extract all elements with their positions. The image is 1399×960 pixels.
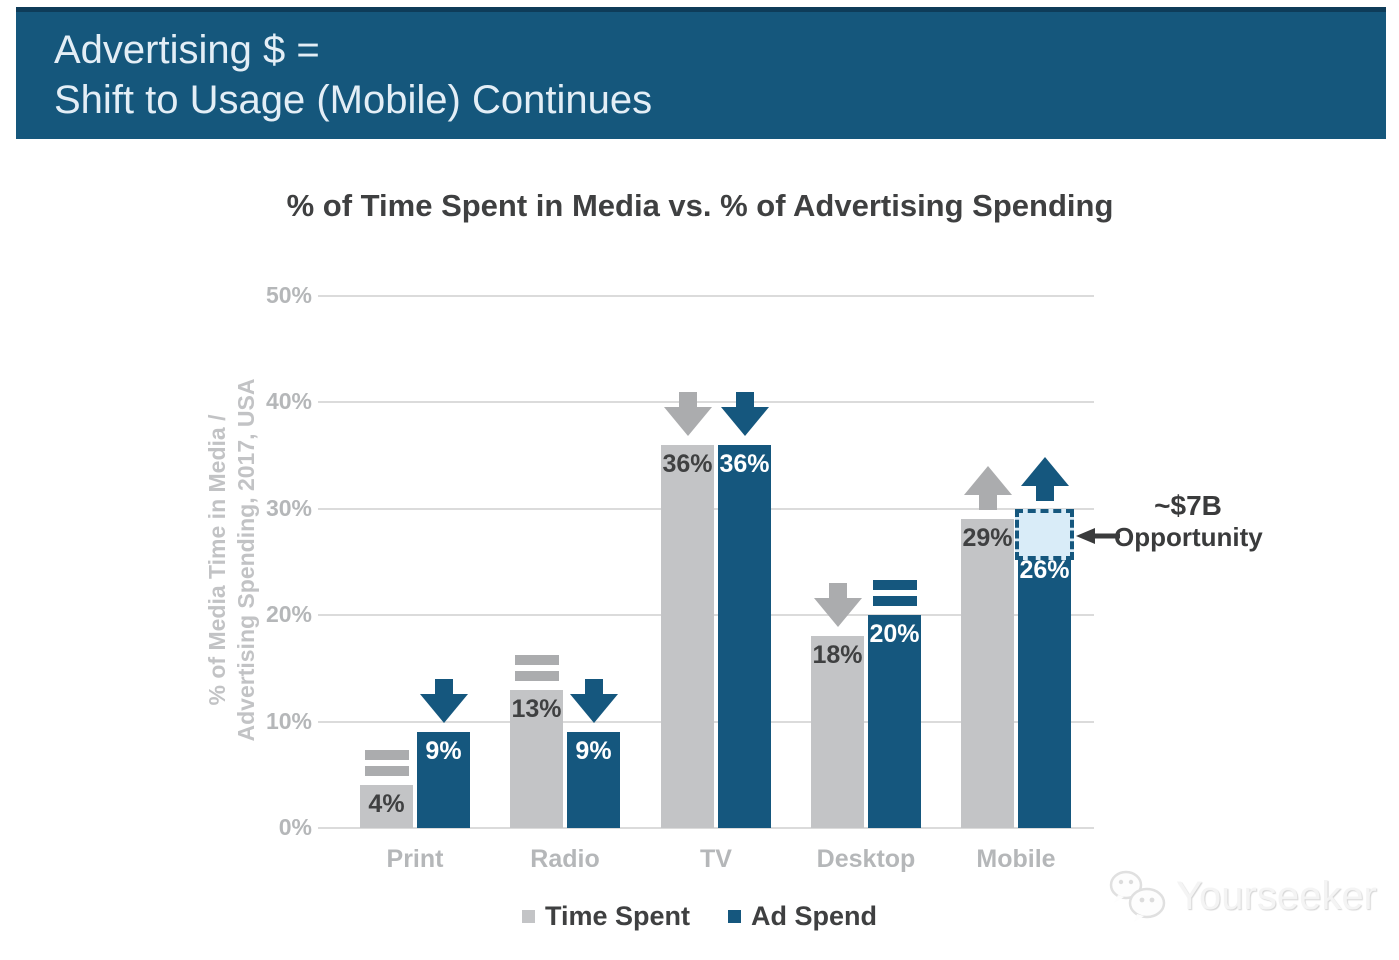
bar-radio-time-spent: 13% [510, 690, 563, 828]
bar-value-label: 36% [662, 450, 713, 478]
opportunity-box [1015, 509, 1074, 560]
y-axis-title-line2: Advertising Spending, 2017, USA [233, 378, 259, 742]
opportunity-annotation: ~$7B Opportunity [1114, 490, 1263, 552]
slide-header-title-line1: Advertising $ = [54, 28, 320, 72]
chat-bubbles-icon [1106, 866, 1170, 926]
equals-icon [872, 580, 917, 606]
slide-header-title-line2: Shift to Usage (Mobile) Continues [54, 78, 653, 122]
y-axis-title: % of Media Time in Media / Advertising S… [203, 379, 261, 742]
bar-value-label: 36% [719, 450, 770, 478]
equals-icon [514, 655, 559, 681]
gridline [318, 401, 1094, 404]
x-axis-category-label-mobile: Mobile [976, 845, 1056, 873]
up-arrow-icon [963, 466, 1012, 510]
down-arrow-icon [419, 679, 468, 723]
legend-item-time-spent: Time Spent [521, 901, 691, 932]
watermark: Yourseeker [1106, 866, 1377, 926]
down-arrow-icon [663, 392, 712, 436]
bar-tv-time-spent: 36% [661, 445, 714, 828]
chart-legend: Time Spent Ad Spend [0, 901, 1399, 932]
equals-icon [364, 750, 409, 776]
y-axis-tick-label: 20% [265, 601, 312, 628]
opportunity-value-label: ~$7B [1154, 490, 1222, 521]
bar-value-label: 20% [869, 620, 920, 648]
opportunity-arrow-icon [1074, 527, 1120, 545]
legend-item-ad-spend: Ad Spend [728, 901, 877, 932]
bar-mobile-ad-spend: 26% [1018, 551, 1071, 828]
bar-radio-ad-spend: 9% [567, 732, 620, 828]
y-axis-tick-label: 40% [265, 388, 312, 415]
chart-title: % of Time Spent in Media vs. % of Advert… [286, 188, 1114, 223]
bar-desktop-ad-spend: 20% [868, 615, 921, 828]
y-axis-tick-label: 30% [265, 494, 312, 521]
down-arrow-icon [569, 679, 618, 723]
opportunity-word-label: Opportunity [1114, 522, 1263, 552]
bar-tv-ad-spend: 36% [718, 445, 771, 828]
x-axis-category-label-radio: Radio [530, 845, 600, 873]
bar-value-label: 26% [1019, 556, 1070, 584]
bar-value-label: 18% [812, 641, 863, 669]
bar-print-time-spent: 4% [360, 785, 413, 828]
bar-value-label: 4% [368, 790, 405, 818]
bar-value-label: 13% [511, 695, 562, 723]
y-axis-tick-label: 10% [265, 707, 312, 734]
down-arrow-icon [720, 392, 769, 436]
bar-value-label: 29% [962, 524, 1013, 552]
legend-label-time-spent: Time Spent [544, 901, 691, 931]
x-axis-category-label-tv: TV [700, 845, 732, 873]
bar-mobile-time-spent: 29% [961, 519, 1014, 828]
x-axis-category-label-print: Print [386, 845, 444, 873]
slide-header-title: Advertising $ = Shift to Usage (Mobile) … [16, 12, 1386, 125]
legend-label-ad-spend: Ad Spend [751, 901, 878, 931]
bar-print-ad-spend: 9% [417, 732, 470, 828]
gridline [318, 827, 1094, 829]
y-axis-tick-label: 50% [265, 282, 312, 308]
ad-spend-swatch-icon [728, 910, 742, 923]
slide-header-banner: Advertising $ = Shift to Usage (Mobile) … [16, 7, 1386, 139]
y-axis-title-line1: % of Media Time in Media / [204, 414, 230, 706]
bar-desktop-time-spent: 18% [811, 636, 864, 828]
y-axis-tick-label: 0% [278, 814, 312, 840]
bar-value-label: 9% [425, 737, 462, 765]
bar-value-label: 9% [575, 737, 612, 765]
up-arrow-icon [1020, 456, 1069, 501]
down-arrow-icon [813, 583, 862, 627]
x-axis-category-label-desktop: Desktop [816, 845, 916, 873]
gridline [318, 295, 1094, 297]
watermark-text: Yourseeker [1176, 873, 1377, 918]
time-spent-swatch-icon [521, 910, 535, 923]
